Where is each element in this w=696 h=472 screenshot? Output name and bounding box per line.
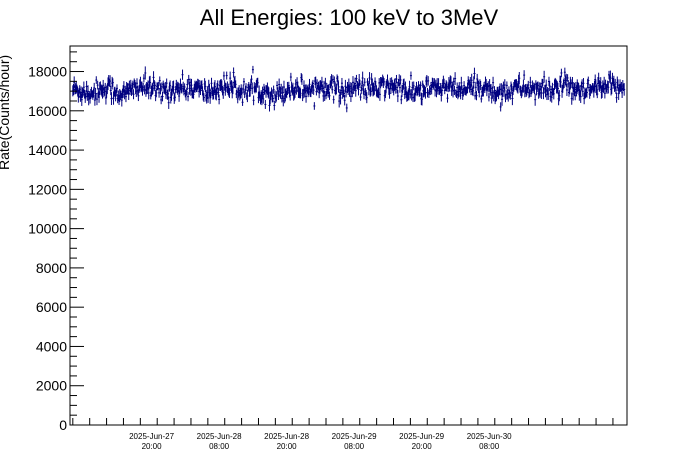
y-axis-label: Rate(Counts/hour) bbox=[0, 55, 12, 170]
y-tick-label: 14000 bbox=[28, 142, 67, 158]
y-tick-label: 18000 bbox=[28, 64, 67, 80]
x-tick-label: 2025-Jun-28 bbox=[197, 432, 242, 441]
x-tick-sublabel: 08:00 bbox=[209, 442, 230, 451]
y-tick-label: 0 bbox=[59, 417, 67, 433]
y-tick-label: 8000 bbox=[36, 260, 67, 276]
x-tick-sublabel: 20:00 bbox=[142, 442, 163, 451]
y-tick-label: 12000 bbox=[28, 181, 67, 197]
y-tick-label: 10000 bbox=[28, 221, 67, 237]
x-tick-label: 2025-Jun-28 bbox=[264, 432, 309, 441]
data-series bbox=[71, 65, 626, 113]
x-tick-sublabel: 08:00 bbox=[479, 442, 500, 451]
x-tick-label: 2025-Jun-29 bbox=[399, 432, 444, 441]
y-axis: 0 2000 4000 6000 8000 10000 12000 14000 16000 180… bbox=[28, 51, 84, 433]
x-tick-label: 2025-Jun-29 bbox=[332, 432, 377, 441]
x-tick-sublabel: 20:00 bbox=[277, 442, 298, 451]
chart-title: All Energies: 100 keV to 3MeV bbox=[200, 5, 499, 30]
x-tick-sublabel: 08:00 bbox=[344, 442, 365, 451]
x-axis: 2025-Jun-2720:002025-Jun-2808:002025-Jun… bbox=[72, 418, 614, 451]
y-tick-label: 6000 bbox=[36, 299, 67, 315]
y-tick-label: 4000 bbox=[36, 338, 67, 354]
plot-frame bbox=[69, 45, 628, 426]
y-tick-label: 2000 bbox=[36, 378, 67, 394]
x-tick-sublabel: 20:00 bbox=[412, 442, 433, 451]
y-tick-label: 16000 bbox=[28, 103, 67, 119]
x-tick-label: 2025-Jun-27 bbox=[129, 432, 174, 441]
x-tick-label: 2025-Jun-30 bbox=[467, 432, 512, 441]
